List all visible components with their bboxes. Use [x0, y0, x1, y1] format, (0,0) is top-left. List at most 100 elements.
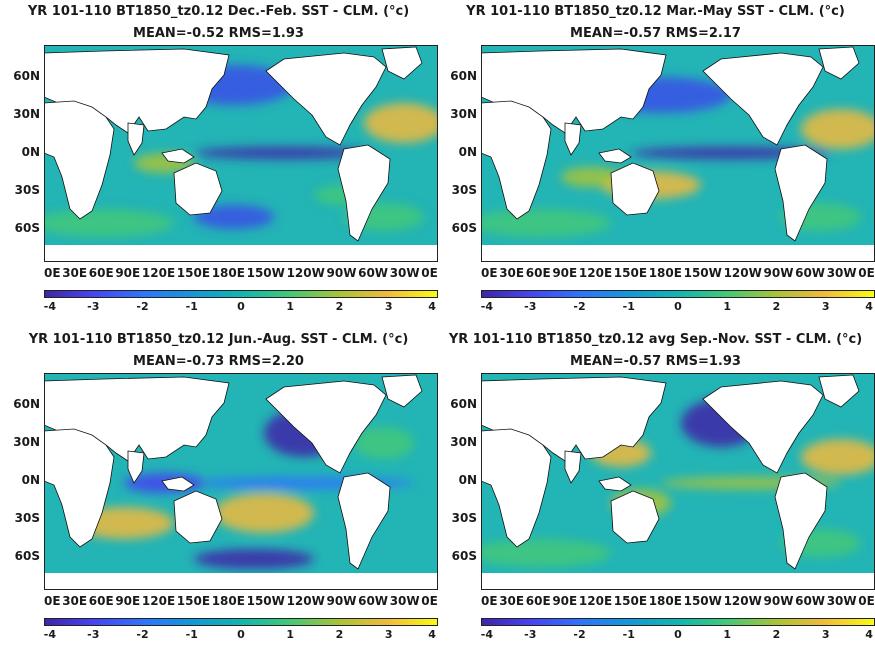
colorbar: [481, 618, 875, 626]
continent-shape: [127, 450, 145, 484]
continent-shape: [774, 144, 828, 242]
colorbar-tick-label: -1: [622, 300, 635, 313]
colorbar-tick-label: 4: [428, 628, 436, 641]
colorbar-ticks: -4 -3 -2 -1 0 1 2 3 4: [481, 300, 875, 314]
y-tick-label: 30S: [451, 511, 477, 525]
colorbar-tick-label: -3: [87, 628, 100, 641]
y-tick-label: 0N: [458, 145, 477, 159]
x-tick-label: 0E: [858, 266, 875, 280]
panel-stats: MEAN=-0.57 RMS=2.17: [570, 26, 741, 41]
colorbar-tick-label: 4: [865, 628, 873, 641]
y-tick-label: 60S: [14, 549, 40, 563]
anomaly-region: [364, 103, 438, 143]
continent-shape: [265, 380, 387, 474]
colorbar-tick-label: 2: [772, 300, 781, 313]
arctic-band: [44, 45, 438, 53]
colorbar-tick-label: 3: [821, 628, 830, 641]
anomaly-region: [194, 205, 274, 229]
x-tick-label: 0E: [858, 594, 875, 608]
colorbar-tick-label: 4: [428, 300, 436, 313]
y-tick-label: 60N: [450, 397, 477, 411]
x-tick-label: 120E: [141, 594, 176, 608]
x-axis: 0E 30E 60E 90E 120E 150E 180E 150W 120W 90W 60W 30W…: [481, 266, 875, 282]
continent-shape: [818, 46, 860, 80]
sst-anomaly-map: [481, 373, 875, 590]
x-tick-label: 30E: [62, 594, 88, 608]
colorbar-tick-label: -4: [480, 628, 494, 641]
x-axis: 0E 30E 60E 90E 120E 150E 180E 150W 120W 90W 60W 30W…: [481, 594, 875, 610]
continent-shape: [610, 490, 660, 544]
y-tick-label: 60N: [450, 69, 477, 83]
colorbar: [44, 618, 438, 626]
antarctica-mask: [44, 245, 438, 262]
x-tick-label: 60W: [795, 266, 826, 280]
panel-title: YR 101-110 BT1850_tz0.12 Jun.-Aug. SST -…: [28, 332, 409, 347]
continent-shape: [173, 490, 223, 544]
x-tick-label: 120E: [578, 594, 613, 608]
x-tick-label: 90W: [763, 594, 794, 608]
colorbar: [481, 290, 875, 298]
colorbar-tick-label: -3: [524, 628, 537, 641]
continent-shape: [337, 144, 391, 242]
anomaly-region: [801, 439, 875, 475]
x-tick-label: 30W: [826, 594, 857, 608]
arctic-band: [44, 373, 438, 381]
antarctica-mask: [44, 573, 438, 590]
colorbar-tick-label: 1: [286, 628, 295, 641]
anomaly-region: [214, 493, 314, 533]
colorbar: [44, 290, 438, 298]
x-tick-label: 60W: [795, 594, 826, 608]
map-svg: [481, 373, 875, 590]
panel-djf: YR 101-110 BT1850_tz0.12 Dec.-Feb. SST -…: [0, 0, 438, 328]
y-tick-label: 30N: [450, 107, 477, 121]
x-tick-label: 120W: [723, 594, 762, 608]
continent-shape: [161, 148, 195, 164]
x-tick-label: 120W: [723, 266, 762, 280]
continent-shape: [265, 52, 387, 146]
x-tick-label: 30E: [62, 266, 88, 280]
continent-shape: [481, 100, 552, 220]
colorbar-tick-label: 3: [384, 300, 393, 313]
colorbar-tick-label: 3: [384, 628, 393, 641]
panel-jja: YR 101-110 BT1850_tz0.12 Jun.-Aug. SST -…: [0, 328, 438, 656]
sst-anomaly-map: [44, 373, 438, 590]
colorbar-tick-label: -2: [573, 300, 586, 313]
panel-title: YR 101-110 BT1850_tz0.12 Mar.-May SST - …: [466, 4, 845, 19]
x-tick-label: 120E: [141, 266, 176, 280]
x-tick-label: 180E: [648, 266, 682, 280]
colorbar-tick-label: -2: [136, 628, 149, 641]
x-tick-label: 150W: [683, 266, 722, 280]
y-tick-label: 30S: [451, 183, 477, 197]
x-tick-label: 0E: [421, 594, 438, 608]
x-tick-label: 60W: [358, 266, 389, 280]
y-tick-label: 30N: [450, 435, 477, 449]
y-tick-label: 30S: [14, 511, 40, 525]
x-tick-label: 150E: [176, 266, 211, 280]
continent-shape: [610, 162, 660, 216]
x-tick-label: 180E: [648, 594, 682, 608]
colorbar-tick-label: 4: [865, 300, 873, 313]
colorbar-tick-label: 3: [821, 300, 830, 313]
continent-shape: [702, 380, 824, 474]
y-tick-label: 60N: [13, 397, 40, 411]
x-tick-label: 60E: [525, 266, 551, 280]
panel-stats: MEAN=-0.52 RMS=1.93: [133, 26, 304, 41]
sst-anomaly-map: [44, 45, 438, 262]
continent-shape: [127, 122, 145, 156]
continent-shape: [44, 428, 115, 548]
colorbar-tick-label: -4: [480, 300, 494, 313]
colorbar-tick-label: 0: [237, 628, 245, 641]
anomaly-region: [194, 147, 374, 159]
colorbar-tick-label: 1: [286, 300, 295, 313]
x-tick-label: 150W: [246, 266, 285, 280]
y-tick-label: 30S: [14, 183, 40, 197]
colorbar-tick-label: -2: [136, 300, 149, 313]
colorbar-tick-label: -4: [43, 628, 57, 641]
sst-anomaly-map: [481, 45, 875, 262]
arctic-band: [481, 373, 875, 381]
continent-shape: [381, 46, 423, 80]
colorbar-tick-label: 0: [674, 628, 682, 641]
continent-shape: [702, 52, 824, 146]
map-svg: [44, 45, 438, 262]
x-tick-label: 120W: [286, 266, 325, 280]
